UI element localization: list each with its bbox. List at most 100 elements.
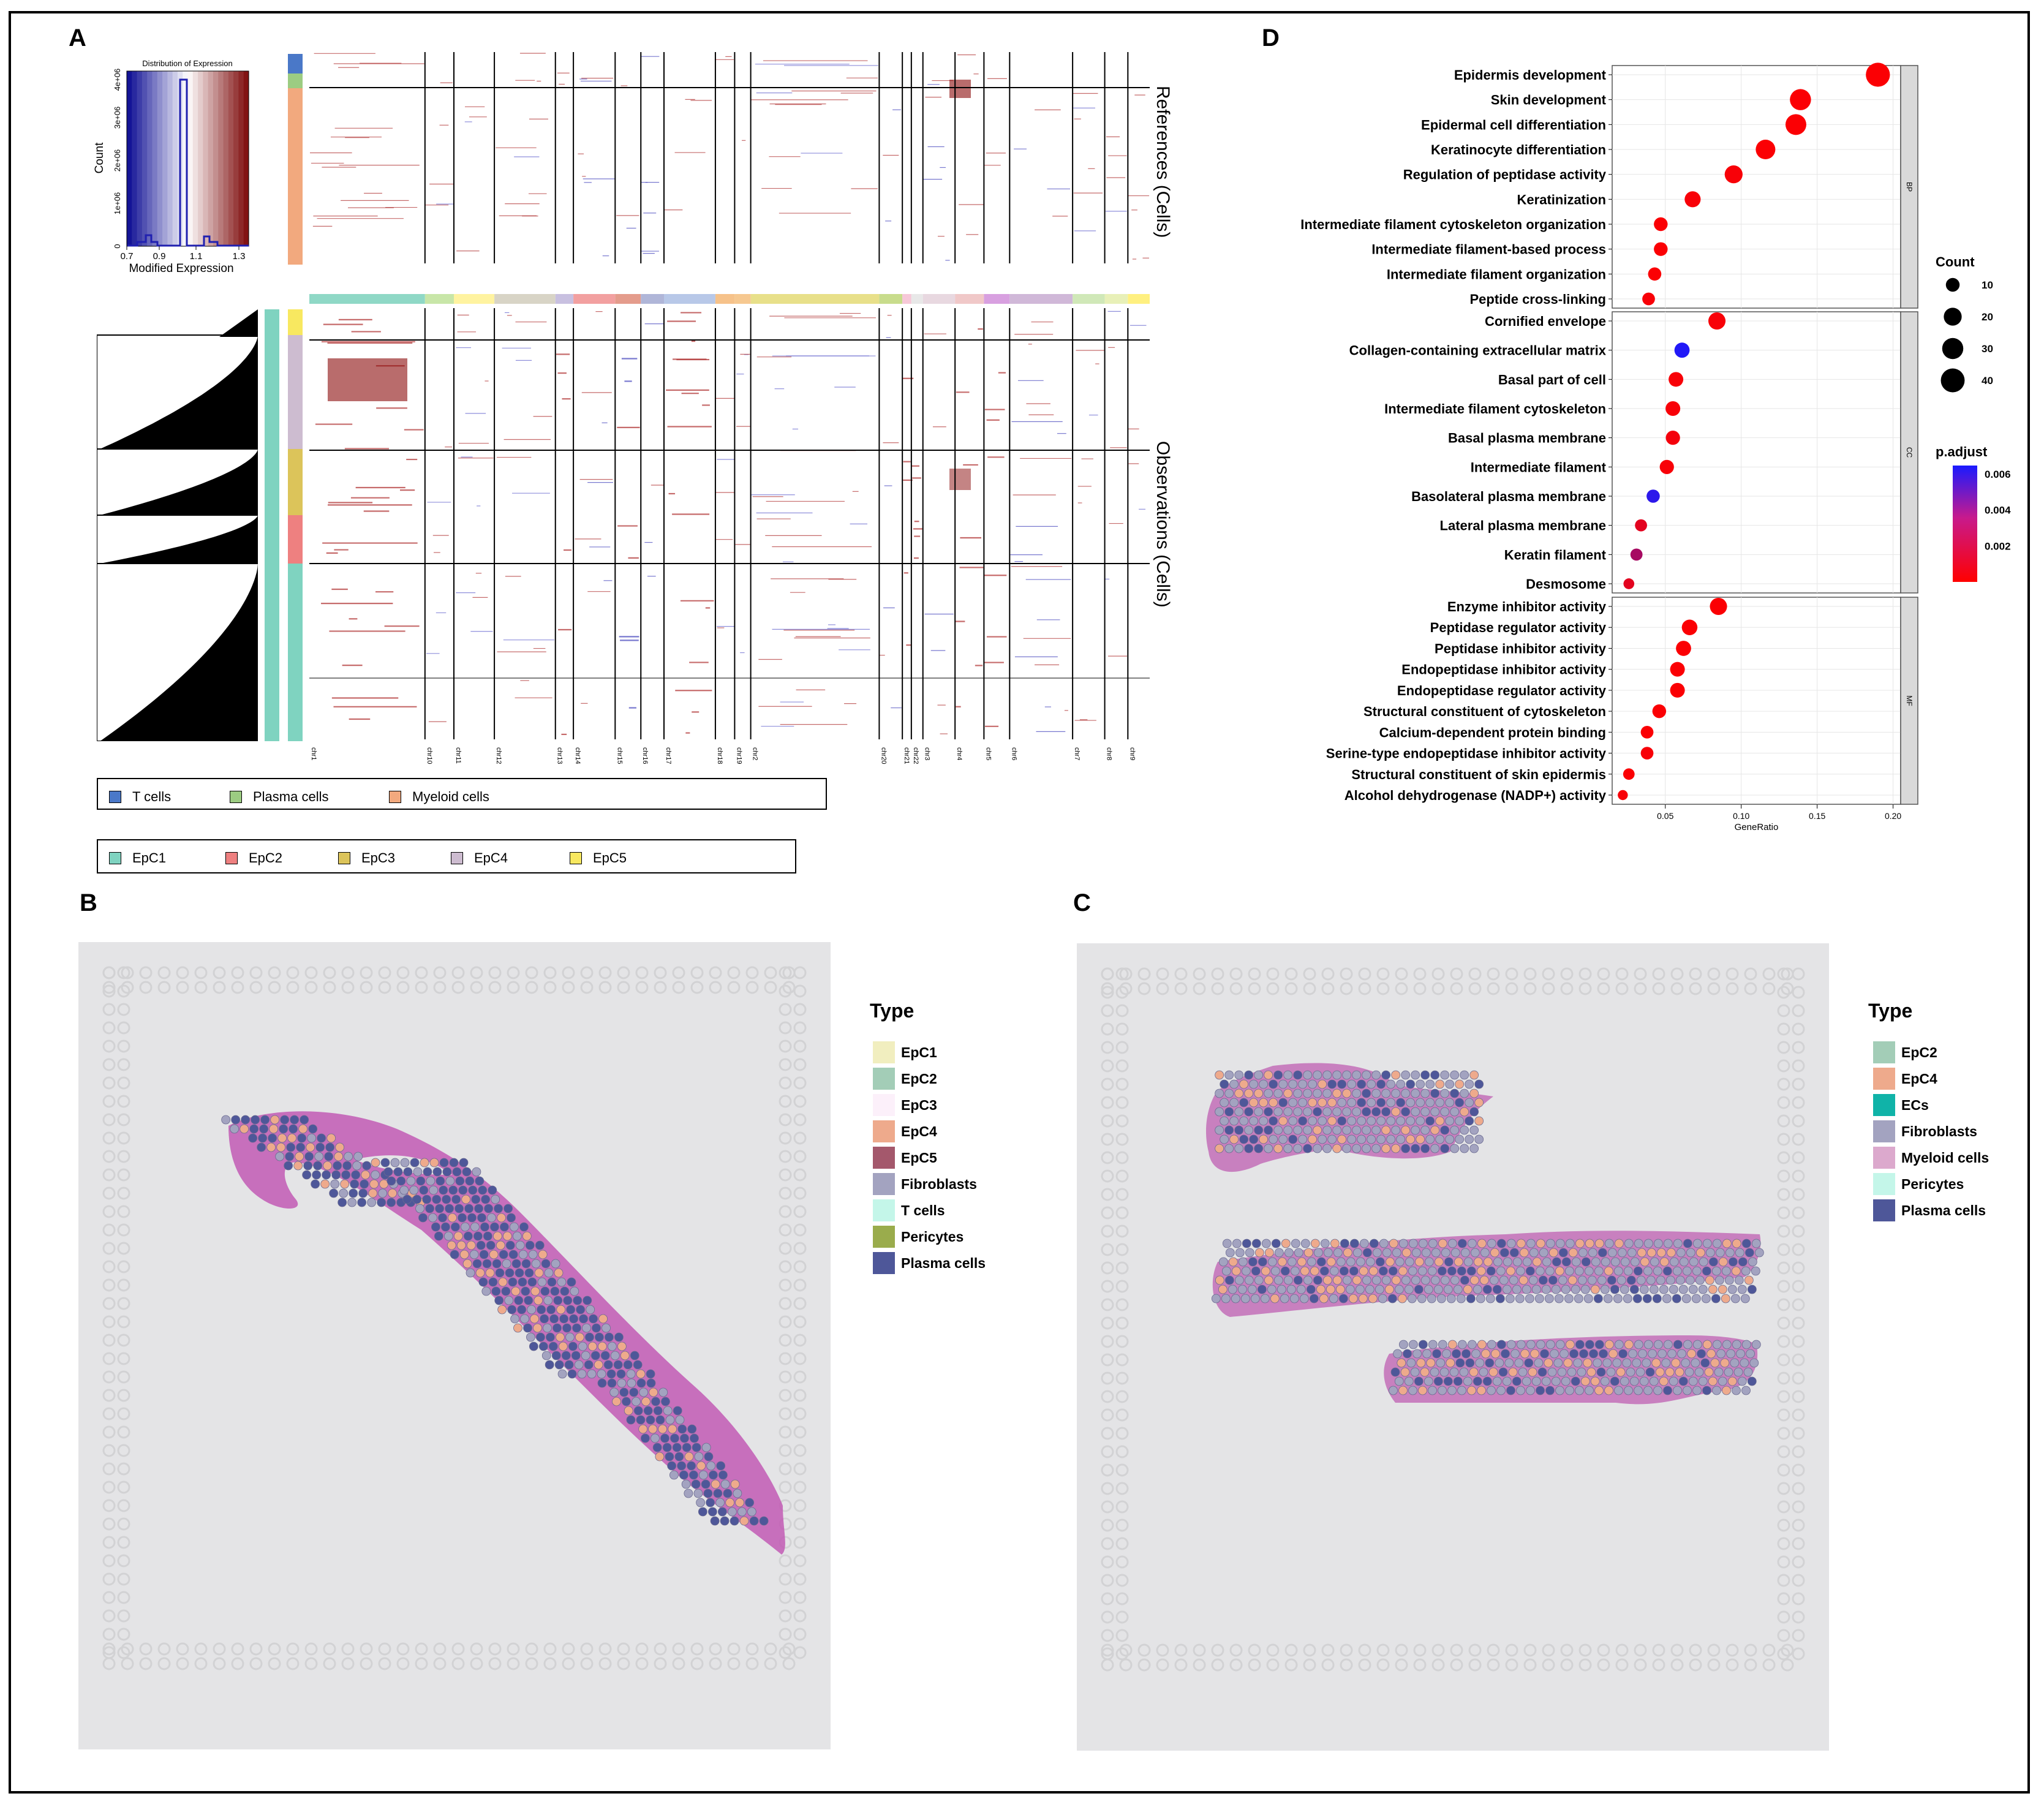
hist-band — [218, 71, 224, 246]
fiducial-spot — [249, 981, 263, 994]
tissue-spot — [1662, 1294, 1672, 1303]
tissue-spot — [1417, 1266, 1427, 1276]
tissue-spot — [704, 1452, 714, 1462]
size-legend-title: Count — [1936, 254, 1975, 270]
fiducial-spot — [1777, 1537, 1790, 1550]
fiducial-spot — [1431, 982, 1445, 995]
tissue-spot — [1579, 1349, 1588, 1359]
fiducial-spot — [1101, 986, 1114, 999]
tissue-spot — [420, 1158, 429, 1168]
tissue-spot — [1553, 1358, 1563, 1368]
tissue-spot — [1424, 1285, 1433, 1294]
tissue-spot — [284, 1161, 293, 1171]
tissue-spot — [1215, 1070, 1224, 1080]
fiducial-spot — [1119, 1658, 1133, 1672]
fiducial-spot — [1303, 967, 1316, 981]
reference-annotation-tcells — [288, 54, 303, 74]
tissue-spot — [626, 1415, 636, 1425]
fiducial-spot — [360, 1642, 373, 1656]
tissue-spot — [1720, 1358, 1730, 1368]
tissue-spot — [470, 1222, 480, 1232]
tissue-spot — [679, 1470, 688, 1480]
tissue-spot — [1322, 1125, 1332, 1135]
tissue-spot — [339, 1188, 349, 1198]
tissue-spot — [1391, 1070, 1401, 1080]
fiducial-spot — [415, 1642, 428, 1656]
tissue-spot — [759, 1516, 769, 1526]
tissue-spot — [1401, 1088, 1411, 1098]
tissue-spot — [1446, 1358, 1455, 1368]
tissue-spot — [1240, 1294, 1250, 1303]
fiducial-spot — [360, 966, 373, 979]
chromosome-bar — [1104, 294, 1128, 304]
tissue-spot — [1613, 1266, 1623, 1276]
fiducial-spot — [102, 1297, 116, 1310]
fiducial-spot — [1725, 1643, 1739, 1657]
tissue-spot — [1623, 1266, 1633, 1276]
tissue-spot — [1332, 1144, 1342, 1153]
cell-type-label: Fibroblasts — [901, 1175, 977, 1192]
tissue-spot — [1381, 1125, 1391, 1135]
fiducial-spot — [396, 966, 410, 979]
fiducial-spot — [1193, 967, 1206, 981]
fiducial-spot — [1468, 982, 1482, 995]
fiducial-spot — [341, 981, 355, 994]
tissue-spot — [1509, 1248, 1519, 1258]
tissue-spot — [1617, 1248, 1627, 1258]
fiducial-spot — [617, 966, 630, 979]
tissue-spot — [612, 1397, 621, 1406]
tissue-spot — [586, 1305, 595, 1315]
tissue-spot — [1333, 1248, 1343, 1258]
tissue-spot — [1460, 1088, 1469, 1098]
tissue-spot — [658, 1424, 668, 1434]
tissue-spot — [1220, 1116, 1229, 1126]
tissue-spot — [1303, 1107, 1313, 1117]
tissue-spot — [1396, 1098, 1406, 1107]
tissue-spot — [1522, 1285, 1531, 1294]
tissue-spot — [692, 1443, 701, 1452]
tissue-spot — [451, 1194, 461, 1204]
tissue-spot — [1730, 1358, 1740, 1368]
fiducial-spot — [745, 966, 759, 979]
fiducial-spot — [1101, 1463, 1114, 1477]
tissue-spot — [1303, 1125, 1313, 1135]
fiducial-spot — [268, 981, 281, 994]
fiducial-spot — [1101, 1298, 1114, 1311]
tissue-spot — [1594, 1266, 1604, 1276]
tissue-spot — [434, 1231, 443, 1241]
fiducial-spot — [1358, 1643, 1371, 1657]
tissue-spot — [1585, 1386, 1594, 1395]
go-term-label: Keratinization — [1517, 192, 1606, 207]
tissue-spot — [1251, 1266, 1261, 1276]
fiducial-spot — [1101, 1643, 1114, 1657]
fiducial-spot — [1707, 1643, 1721, 1657]
hist-band — [213, 71, 219, 246]
tissue-spot — [1526, 1386, 1535, 1395]
tissue-spot — [1358, 1294, 1368, 1303]
tissue-spot — [1318, 1134, 1327, 1144]
tissue-spot — [1606, 1367, 1616, 1377]
tissue-spot — [504, 1296, 514, 1305]
fiducial-spot — [1115, 1408, 1129, 1422]
fiducial-spot — [470, 1642, 483, 1656]
tissue-spot — [1273, 1144, 1283, 1153]
tissue-spot — [1362, 1275, 1371, 1285]
go-dot — [1635, 519, 1647, 532]
tissue-spot — [387, 1176, 396, 1186]
tissue-spot — [649, 1387, 658, 1397]
tissue-spot — [1300, 1239, 1310, 1248]
go-dot — [1640, 747, 1654, 760]
tissue-spot — [1450, 1088, 1460, 1098]
fiducial-spot — [102, 1499, 116, 1512]
tissue-spot — [1440, 1070, 1450, 1080]
tissue-spot — [569, 1314, 578, 1324]
tissue-spot — [1487, 1340, 1496, 1349]
tissue-spot — [1531, 1376, 1541, 1386]
fiducial-spot — [779, 1242, 792, 1255]
fiducial-spot — [102, 1425, 116, 1439]
tissue-spot — [1584, 1266, 1594, 1276]
fiducial-spot — [1781, 1658, 1794, 1672]
tissue-spot — [1407, 1294, 1417, 1303]
tissue-spot — [1435, 1134, 1445, 1144]
tissue-spot — [1623, 1294, 1632, 1303]
